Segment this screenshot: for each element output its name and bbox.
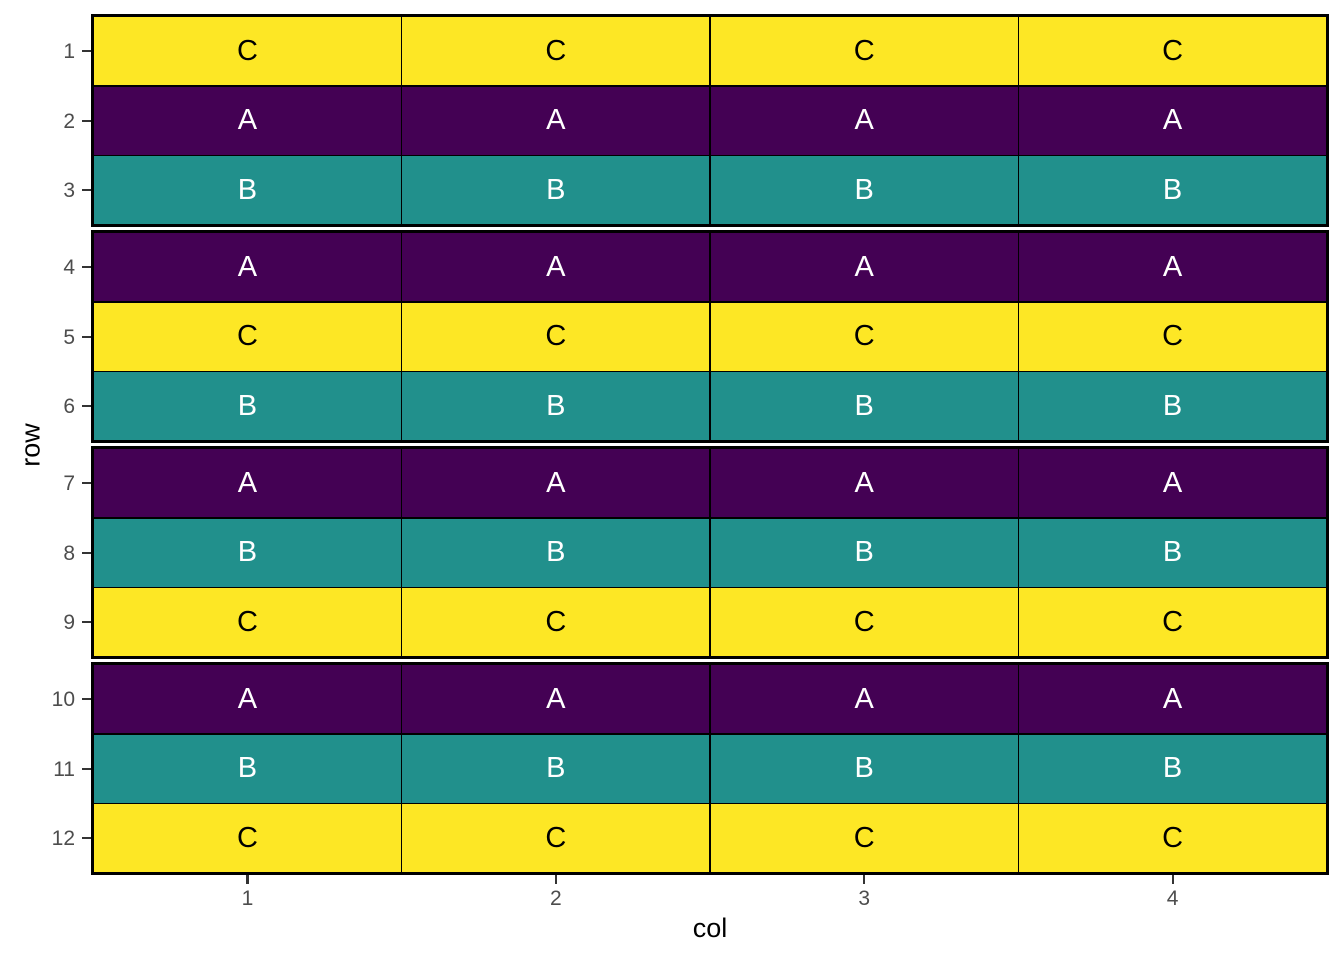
y-axis-tick-mark — [82, 266, 91, 269]
heatmap-cell: C — [710, 804, 1018, 872]
heatmap-cell: B — [402, 518, 710, 587]
heatmap-cell: B — [402, 156, 710, 224]
x-axis-tick-mark — [863, 875, 866, 884]
y-axis-tick-label: 9 — [63, 611, 75, 634]
y-axis-tick-mark — [82, 335, 91, 338]
heatmap-cell: B — [710, 372, 1018, 440]
heatmap-cell: C — [710, 588, 1018, 656]
y-axis-tick-mark — [82, 405, 91, 408]
heatmap-cell: B — [402, 372, 710, 440]
heatmap-cell: B — [94, 156, 401, 224]
y-axis-tick-mark — [82, 119, 91, 122]
heatmap-cell: A — [710, 233, 1018, 301]
y-axis-tick-label: 10 — [51, 688, 75, 711]
y-axis-tick-mark — [82, 551, 91, 554]
heatmap-cell: A — [402, 449, 710, 517]
heatmap-cell: B — [710, 518, 1018, 587]
y-axis-tick-mark — [82, 767, 91, 770]
y-axis-tick-label: 2 — [63, 109, 75, 133]
heatmap-cell: C — [1019, 302, 1326, 371]
heatmap-cell: B — [1019, 734, 1326, 803]
heatmap-cell: A — [402, 665, 710, 733]
heatmap-cell: B — [94, 734, 401, 803]
heatmap-cell: C — [402, 804, 710, 872]
x-axis-tick-mark — [246, 875, 249, 884]
y-axis-tick-label: 7 — [63, 472, 75, 495]
heatmap-cell: A — [1019, 665, 1326, 733]
heatmap-cell: C — [710, 302, 1018, 371]
x-axis-title: col — [692, 913, 728, 943]
heatmap-cell: A — [710, 665, 1018, 733]
y-axis-tick-label: 8 — [63, 541, 75, 565]
heatmap-cell: A — [1019, 449, 1326, 517]
x-axis-tick-label: 3 — [858, 887, 871, 910]
heatmap-cell: B — [1019, 372, 1326, 440]
heatmap-cell: C — [94, 302, 401, 371]
heatmap-cell: C — [1019, 804, 1326, 872]
x-axis-tick-label: 2 — [549, 887, 562, 910]
y-axis-tick-mark — [82, 698, 91, 701]
y-axis-tick-label: 4 — [63, 256, 75, 279]
y-axis-tick-label: 3 — [63, 179, 75, 202]
heatmap-cell: C — [94, 17, 401, 85]
x-axis-tick-label: 4 — [1166, 887, 1179, 910]
x-axis-tick-mark — [554, 875, 557, 884]
heatmap-cell: B — [94, 518, 401, 587]
heatmap-cell: B — [1019, 518, 1326, 587]
y-axis-tick-label: 11 — [53, 757, 75, 781]
y-axis-tick-label: 1 — [63, 40, 75, 63]
heatmap-cell: C — [402, 17, 710, 85]
y-axis-tick-label: 12 — [51, 827, 75, 850]
heatmap-cell: A — [710, 449, 1018, 517]
heatmap-cell: C — [1019, 17, 1326, 85]
heatmap-cell: C — [1019, 588, 1326, 656]
heatmap-cell: A — [94, 449, 401, 517]
heatmap-cell: A — [94, 665, 401, 733]
heatmap-cell: B — [1019, 156, 1326, 224]
heatmap-cell: A — [402, 233, 710, 301]
heatmap-cell: B — [710, 734, 1018, 803]
heatmap-cell: B — [710, 156, 1018, 224]
heatmap-cell: A — [1019, 233, 1326, 301]
y-axis-title: row — [15, 422, 46, 467]
y-axis-tick-mark — [82, 837, 91, 840]
x-axis-tick-mark — [1171, 875, 1174, 884]
heatmap-cell: A — [94, 233, 401, 301]
heatmap-cell: C — [402, 588, 710, 656]
heatmap-cell: A — [1019, 86, 1326, 155]
x-axis-tick-label: 1 — [241, 887, 254, 910]
heatmap-cell: A — [710, 86, 1018, 155]
y-axis-tick-mark — [82, 50, 91, 53]
heatmap-cell: C — [402, 302, 710, 371]
heatmap-cell: B — [402, 734, 710, 803]
y-axis-tick-mark — [82, 189, 91, 192]
y-axis-tick-label: 6 — [63, 395, 75, 418]
heatmap-cell: C — [710, 17, 1018, 85]
heatmap-cell: C — [94, 804, 401, 872]
y-axis-tick-label: 5 — [63, 325, 75, 349]
y-axis-tick-mark — [82, 482, 91, 485]
heatmap-cell: A — [402, 86, 710, 155]
y-axis-tick-mark — [82, 621, 91, 624]
heatmap-cell: B — [94, 372, 401, 440]
heatmap-cell: A — [94, 86, 401, 155]
heatmap-cell: C — [94, 588, 401, 656]
